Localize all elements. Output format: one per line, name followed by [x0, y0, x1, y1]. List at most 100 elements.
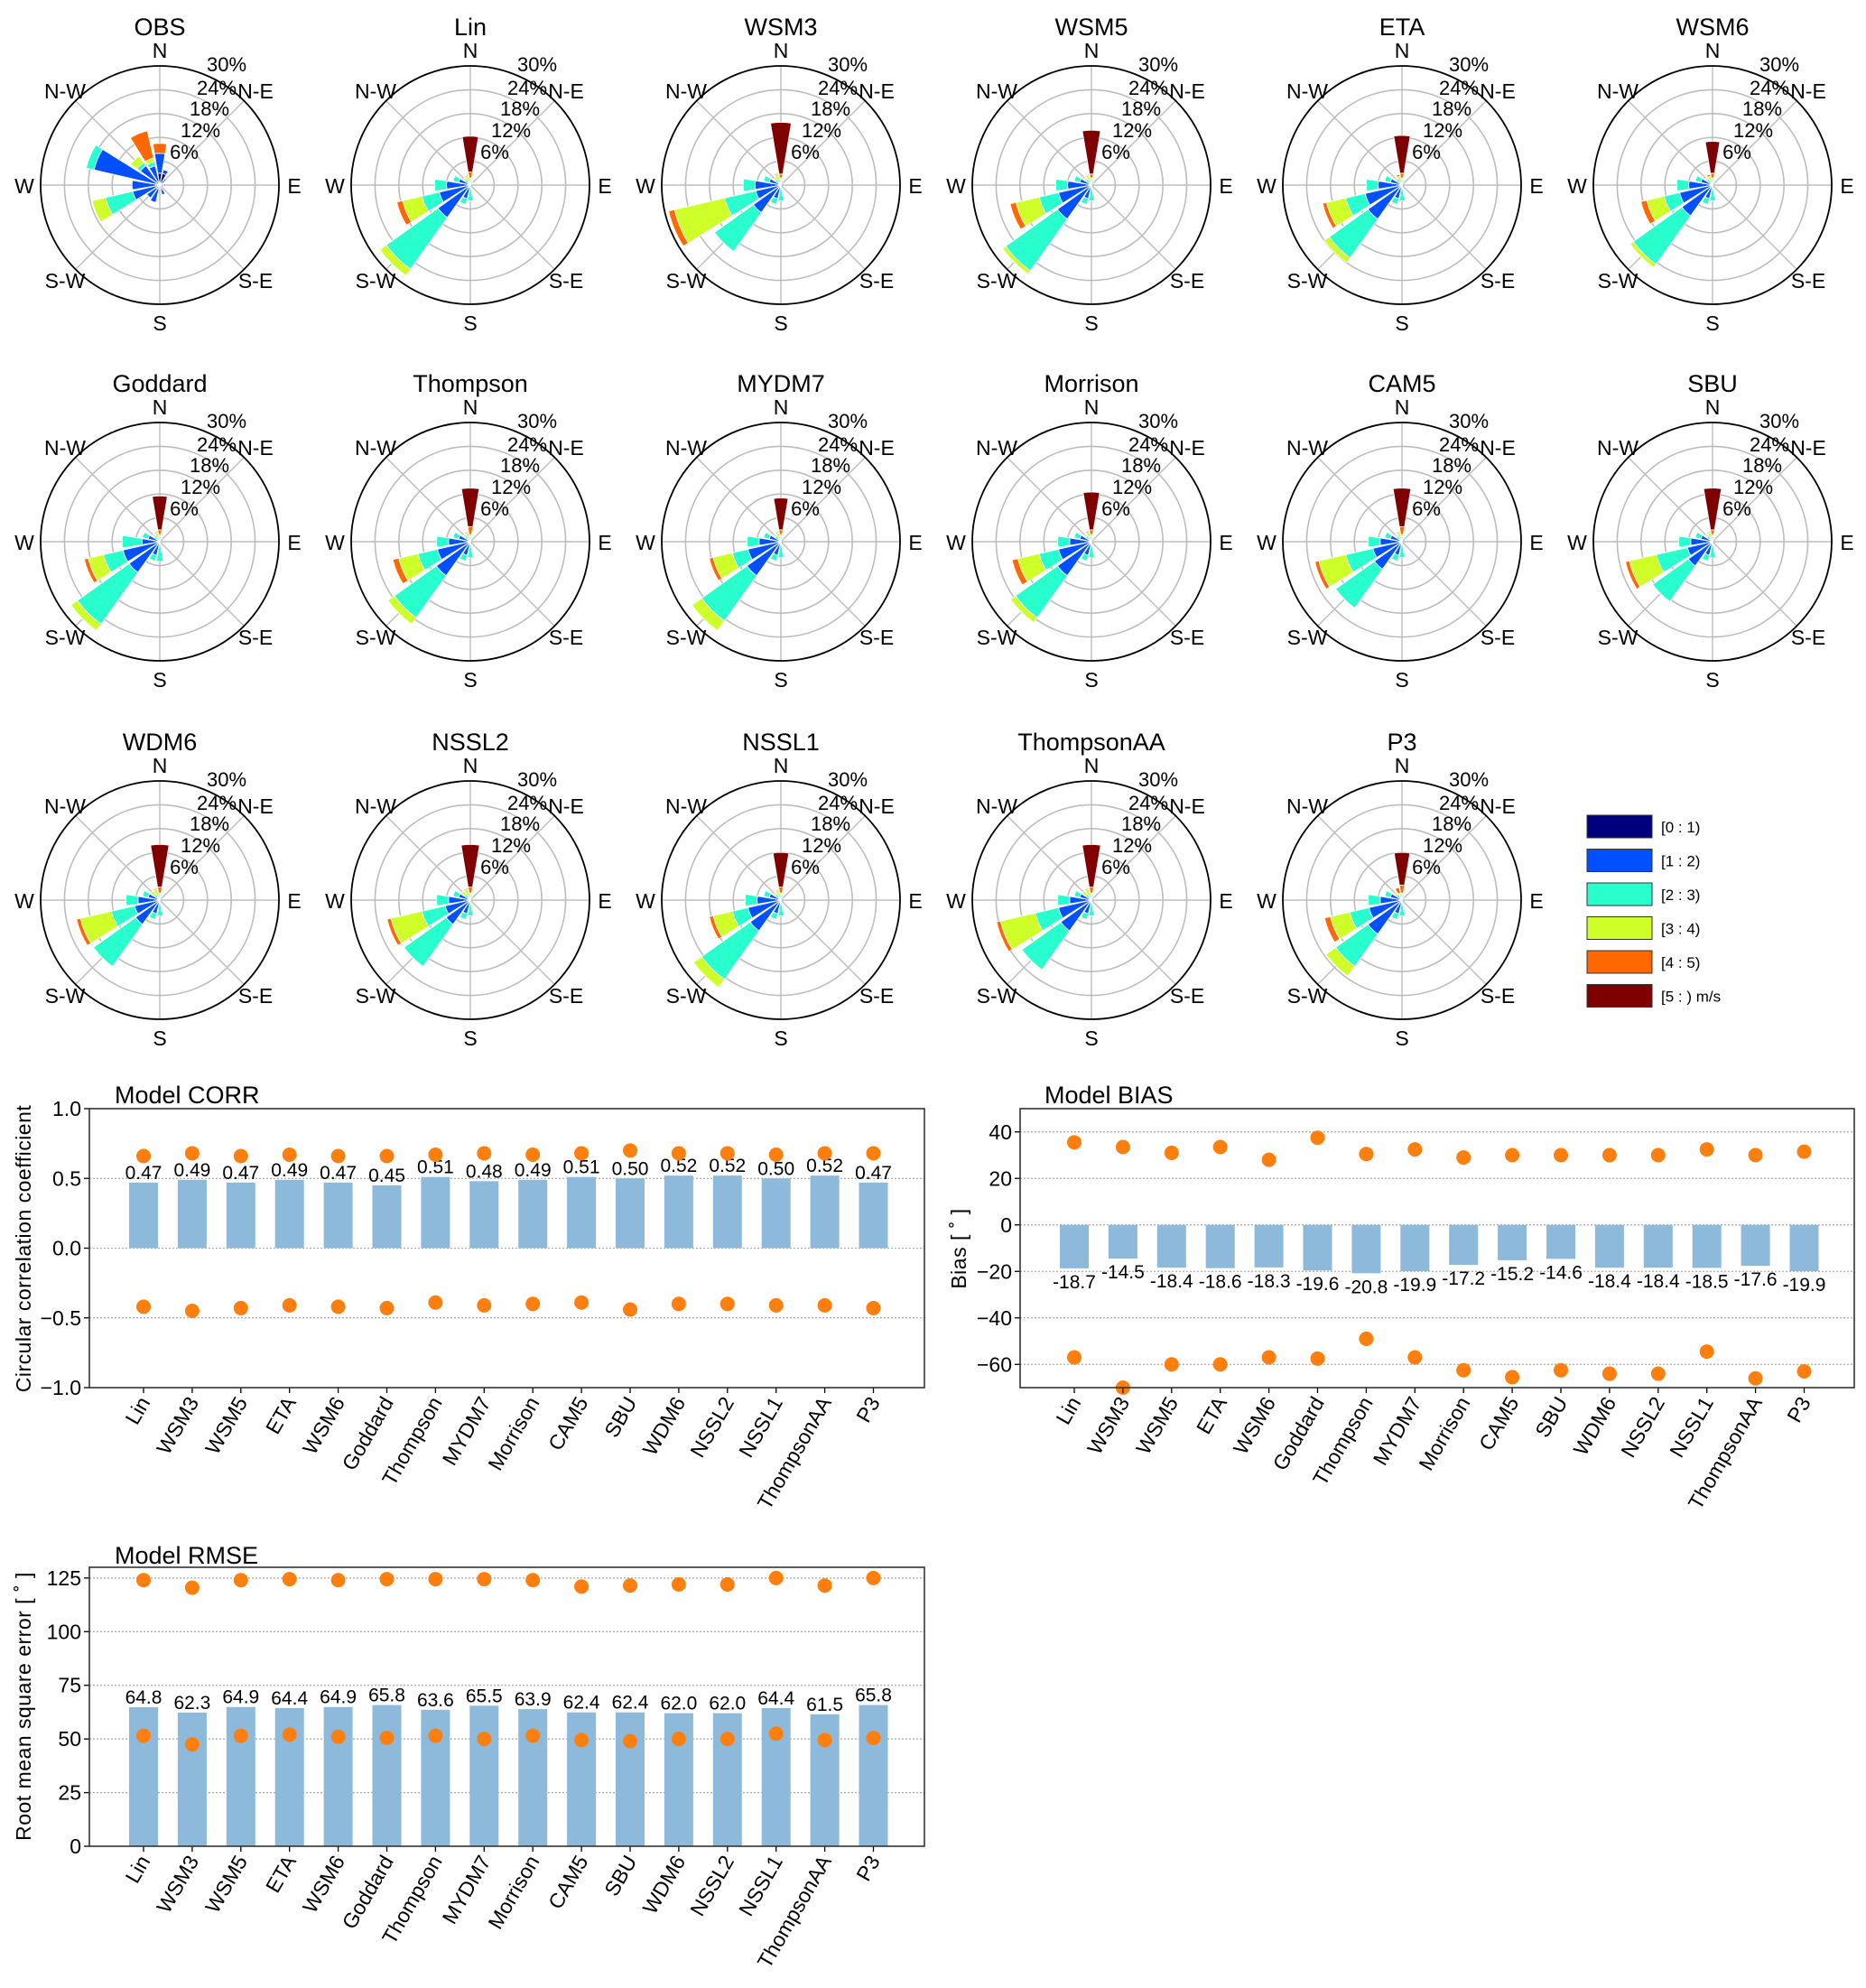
rose-wedge-S-bin2 — [156, 899, 163, 917]
y-tick-label: 40 — [989, 1120, 1012, 1144]
rose-outer-ring — [971, 780, 1212, 1020]
lower-point-ETA — [282, 1727, 297, 1742]
rose-wedge-WSW-bin4 — [76, 917, 92, 946]
rose-wedge-S-bin2 — [467, 899, 474, 917]
bar-Goddard — [1303, 1224, 1332, 1271]
bar-value-label: -19.9 — [1783, 1275, 1826, 1296]
rose-wedge-SW-bin3 — [70, 599, 102, 632]
rose-wedge-N-bin5 — [460, 844, 480, 888]
rose-direction-label: W — [325, 889, 345, 913]
rose-wedge-WSW-bin4 — [1322, 201, 1337, 229]
upper-point-CAM5 — [574, 1146, 590, 1161]
rose-ring-label: 12% — [802, 476, 841, 498]
bar-WSM6 — [323, 1706, 353, 1846]
rose-ring-label: 6% — [170, 856, 199, 878]
rose-ring-label: 30% — [517, 768, 557, 791]
rose-outer-ring — [1282, 422, 1522, 662]
rose-ring-label: 18% — [1742, 454, 1782, 477]
bar-NSSL2 — [1643, 1224, 1673, 1268]
lower-point-WSM3 — [184, 1304, 200, 1319]
rose-wedge-NNE-bin2 — [470, 895, 474, 898]
rose-ring-label: 24% — [1439, 77, 1479, 99]
rose-wedge-N-bin4 — [152, 143, 168, 154]
bar-value-label: 0.52 — [660, 1156, 697, 1176]
bar-value-label: 64.9 — [222, 1687, 259, 1708]
lower-point-Goddard — [379, 1730, 395, 1745]
rose-ring-label: 24% — [507, 433, 547, 456]
bar-value-label: 64.4 — [757, 1688, 794, 1709]
lower-point-CAM5 — [574, 1295, 590, 1310]
upper-point-CAM5 — [1505, 1147, 1520, 1163]
x-tick-label: WSM5 — [200, 1852, 252, 1918]
rose-wedge-SW-bin2 — [93, 916, 144, 967]
rose-wedge-WSW-bin4 — [396, 200, 413, 226]
bar-Thompson — [1351, 1224, 1381, 1274]
rose-ring-label: 30% — [1138, 410, 1178, 432]
rose-direction-label: S — [1395, 668, 1408, 692]
bar-WSM6 — [1254, 1224, 1284, 1268]
rose-direction-label: N — [1705, 39, 1721, 62]
rose-direction-label: S-E — [1170, 626, 1204, 649]
rose-wedge-NNE-bin2 — [781, 536, 784, 540]
rose-direction-label: S-W — [977, 984, 1017, 1008]
rose-outer-ring — [40, 780, 280, 1020]
x-tick-label: CAM5 — [1474, 1393, 1523, 1454]
lower-point-ETA — [282, 1297, 297, 1313]
rose-title: ETA — [1379, 14, 1425, 41]
rose-direction-label: N-E — [548, 436, 584, 460]
rose-wedge-WNW-bin2 — [1384, 889, 1393, 898]
rose-ring-label: 6% — [480, 141, 509, 163]
bar-value-label: -18.3 — [1248, 1271, 1291, 1292]
rose-ring-label: 18% — [190, 813, 229, 835]
y-tick-label: −40 — [977, 1306, 1012, 1330]
rose-direction-label: S-E — [549, 626, 583, 649]
rose-wedge-S-bin2 — [777, 541, 784, 559]
rose-wedge-NNW-bin4 — [463, 887, 469, 892]
rose-wedge-NNW-bin4 — [1705, 173, 1712, 178]
rose-wedge-NE-bin2 — [470, 181, 474, 185]
rose-direction-label: S-E — [238, 626, 273, 649]
rose-ring-label: 18% — [1121, 813, 1161, 835]
rose-direction-label: S-W — [356, 269, 396, 293]
rose-wedge-SSW-bin2 — [1080, 911, 1090, 920]
rose-direction-label: N — [463, 395, 478, 419]
lower-point-WSM5 — [233, 1728, 248, 1743]
rose-wedge-WSW-bin4 — [1640, 200, 1657, 225]
bar-WSM5 — [1156, 1224, 1186, 1268]
bar-WSM5 — [226, 1706, 255, 1846]
x-tick-label: NSSL1 — [734, 1852, 787, 1920]
upper-point-SBU — [1554, 1147, 1568, 1163]
rose-direction-label: W — [325, 174, 345, 198]
rose-wedge-WNW-bin2 — [142, 889, 151, 898]
x-tick-label: WDM6 — [638, 1852, 691, 1918]
rose-ring-label: 18% — [811, 98, 850, 120]
rose-wedge-S-bin2 — [1088, 899, 1095, 917]
rose-wedge-NW-bin3 — [773, 892, 777, 896]
upper-point-Lin — [136, 1573, 151, 1588]
legend-swatch — [1586, 882, 1653, 906]
x-tick-label: ETA — [261, 1851, 301, 1897]
rose-direction-label: N-E — [1480, 79, 1516, 103]
rose-wedge-E-bin1 — [162, 183, 166, 187]
upper-point-Goddard — [379, 1148, 395, 1164]
rose-direction-label: S-E — [1791, 626, 1825, 649]
rose-ring-label: 30% — [1759, 410, 1799, 432]
rose-direction-label: W — [1257, 531, 1276, 554]
rose-ring-label: 18% — [500, 813, 540, 835]
rose-wedge-SSW-bin2 — [1390, 196, 1400, 205]
bias-ylabel: Bias [ ˚ ] — [947, 1208, 970, 1288]
rose-wedge-N-bin5 — [773, 497, 789, 531]
upper-point-WDM6 — [671, 1146, 686, 1161]
lower-point-MYDM7 — [1407, 1350, 1423, 1365]
rose-direction-label: S-W — [666, 269, 707, 293]
rose-title: WSM6 — [1676, 14, 1750, 41]
rose-wedge-NNW-bin4 — [464, 174, 469, 178]
x-tick-label: WSM5 — [200, 1393, 252, 1459]
rose-ring-label: 24% — [1439, 433, 1479, 456]
bar-value-label: -18.4 — [1588, 1271, 1631, 1292]
bar-NSSL1 — [761, 1178, 791, 1249]
corr-ylabel: Circular correlation coefficient — [12, 1105, 35, 1393]
